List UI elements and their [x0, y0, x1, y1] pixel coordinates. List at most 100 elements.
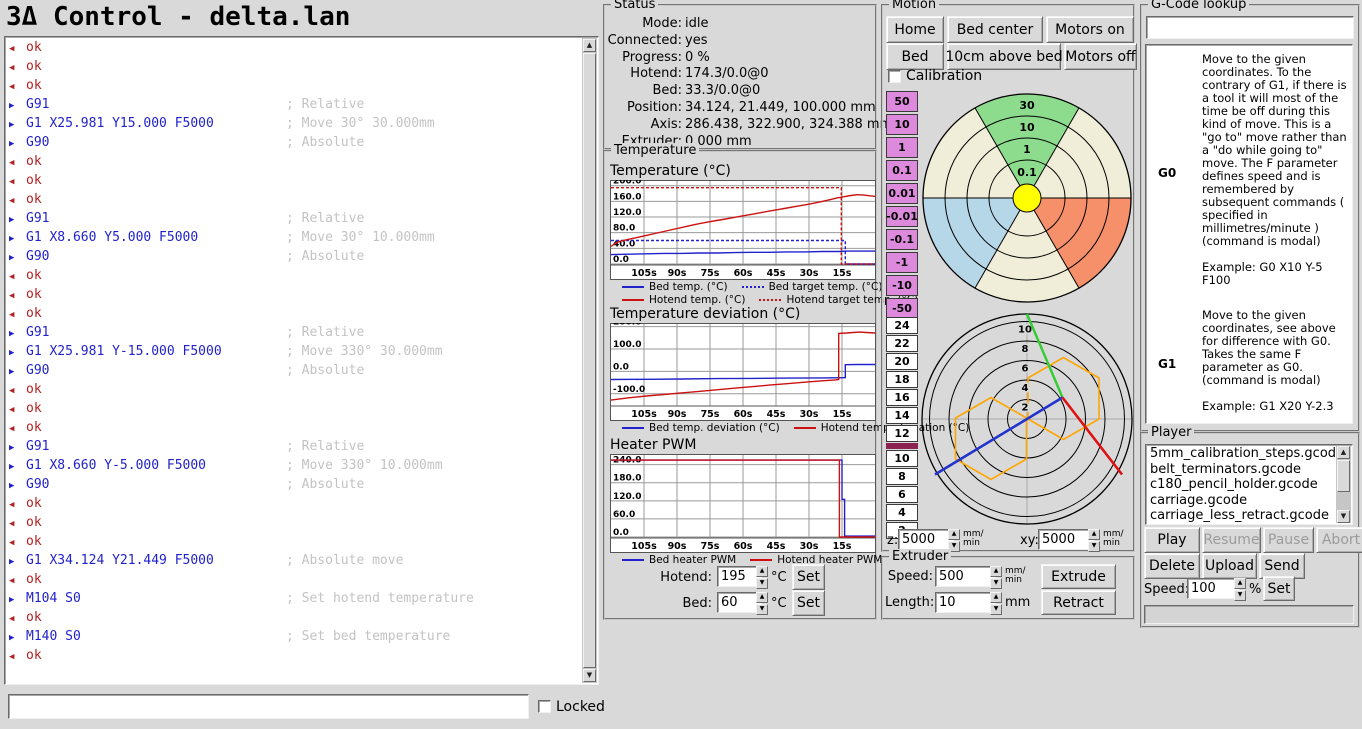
jog-step-button[interactable]: -0.1 [886, 229, 918, 250]
gcode-lookup-row[interactable]: G0Move to the given coordinates. To the … [1146, 45, 1352, 301]
jog-step-button[interactable]: -50 [886, 298, 918, 319]
player-pause-button[interactable]: Pause [1263, 527, 1314, 553]
console-log[interactable]: ◀ok◀ok◀ok▶G91; Relative▶G1 X25.981 Y15.0… [4, 36, 599, 685]
console-line: ▶G90; Absolute [9, 249, 580, 268]
extrude-button[interactable]: Extrude [1041, 564, 1116, 589]
player-play-button[interactable]: Play [1144, 527, 1200, 553]
console-scrollbar-thumb[interactable] [583, 53, 596, 668]
jog-step-button[interactable]: 10 [886, 114, 918, 135]
motion-button-motors-on[interactable]: Motors on [1046, 16, 1134, 43]
z-height-button[interactable]: 16 [886, 389, 918, 406]
locked-checkbox[interactable] [538, 700, 551, 713]
z-height-button[interactable]: 14 [886, 407, 918, 424]
file-item[interactable]: belt_terminators.gcode [1147, 462, 1336, 478]
console-line: ▶M104 S0; Set hotend temperature [9, 591, 580, 610]
jog-step-button[interactable]: -1 [886, 252, 918, 273]
spin-up-icon[interactable]: ▲ [756, 592, 768, 603]
spin-up-icon[interactable]: ▲ [1088, 529, 1100, 540]
file-item[interactable]: 5mm_calibration_steps.gcode [1147, 446, 1336, 462]
spin-down-icon[interactable]: ▼ [756, 604, 768, 615]
calibration-checkbox[interactable] [888, 70, 901, 83]
console-response: ok [26, 59, 42, 74]
player-file-list[interactable]: 5mm_calibration_steps.gcodebelt_terminat… [1145, 444, 1353, 525]
z-feed-input[interactable]: 5000 [898, 529, 954, 550]
jog-step-button[interactable]: -0.01 [886, 206, 918, 227]
jog-wheel-canvas[interactable]: 301010.1 [917, 88, 1137, 308]
player-scroll-up-icon[interactable]: ▲ [1337, 446, 1350, 459]
bed-set-button[interactable]: Set [792, 590, 825, 616]
spin-down-icon[interactable]: ▼ [1088, 541, 1100, 552]
motion-button-10cm-above-bed[interactable]: 10cm above bed [947, 43, 1061, 70]
jog-step-button[interactable]: 1 [886, 137, 918, 158]
spin-up-icon[interactable]: ▲ [948, 529, 960, 540]
motion-button-bed-center[interactable]: Bed center [947, 16, 1043, 43]
motion-button-motors-off[interactable]: Motors off [1064, 43, 1137, 70]
hotend-temp-spinner[interactable]: ▲▼ [756, 566, 768, 589]
spin-down-icon[interactable]: ▼ [1234, 590, 1246, 601]
z-height-button[interactable]: 18 [886, 371, 918, 388]
spin-down-icon[interactable]: ▼ [990, 604, 1002, 615]
console-response: ok [26, 610, 42, 625]
spin-up-icon[interactable]: ▲ [1234, 578, 1246, 589]
player-speed-spinner[interactable]: ▲▼ [1234, 578, 1246, 601]
player-scrollbar-thumb[interactable] [1337, 460, 1350, 492]
player-abort-button[interactable]: Abort [1316, 527, 1362, 553]
player-upload-button[interactable]: Upload [1202, 553, 1257, 579]
jog-step-button[interactable]: 50 [886, 91, 918, 112]
motion-button-bed[interactable]: Bed [886, 43, 944, 70]
extruder-speed-spinner[interactable]: ▲▼ [990, 566, 1002, 589]
bed-temp-spinner[interactable]: ▲▼ [756, 592, 768, 615]
file-item[interactable]: carriage_less_retract.gcode [1147, 508, 1336, 523]
z-height-button[interactable]: 24 [886, 317, 918, 334]
position-wheel-canvas[interactable]: 246810 [917, 309, 1137, 529]
file-item[interactable]: c180_pencil_holder.gcode [1147, 477, 1336, 493]
motion-panel: Motion HomeBed centerMotors on Bed10cm a… [881, 4, 1135, 552]
spin-up-icon[interactable]: ▲ [990, 566, 1002, 577]
player-delete-button[interactable]: Delete [1144, 553, 1200, 579]
legend-line-icon [622, 427, 644, 429]
extruder-speed-input[interactable]: 500 [935, 566, 996, 587]
spin-up-icon[interactable]: ▲ [756, 566, 768, 577]
console-comment: ; Absolute move [286, 553, 403, 568]
extruder-length-spinner[interactable]: ▲▼ [990, 592, 1002, 615]
z-height-button[interactable]: 6 [886, 486, 918, 503]
chart-legend-item: Bed temp. deviation (°C) [622, 422, 780, 434]
player-resume-button[interactable]: Resume [1202, 527, 1261, 553]
gcode-lookup-row[interactable]: G1Move to the given coordinates, see abo… [1146, 301, 1352, 424]
spin-up-icon[interactable]: ▲ [990, 592, 1002, 603]
player-scrollbar[interactable]: ▲ ▼ [1336, 446, 1351, 523]
motion-button-home[interactable]: Home [886, 16, 944, 43]
z-height-button[interactable]: 12 [886, 425, 918, 442]
console-scrollbar[interactable]: ▲ ▼ [582, 38, 597, 683]
player-speed-input[interactable]: 100 [1187, 578, 1240, 599]
player-scroll-down-icon[interactable]: ▼ [1337, 510, 1350, 523]
z-height-button[interactable]: 4 [886, 504, 918, 521]
xy-feed-spinner[interactable]: ▲▼ [1088, 529, 1100, 552]
extruder-length-input[interactable]: 10 [935, 592, 996, 613]
file-item[interactable]: carriage.gcode [1147, 493, 1336, 509]
position-wheel[interactable]: 246810 [917, 309, 1137, 529]
status-value: 34.124, 21.449, 100.000 mm [685, 100, 892, 117]
xy-feed-input[interactable]: 5000 [1038, 529, 1094, 550]
scroll-up-icon[interactable]: ▲ [583, 39, 596, 52]
player-speed-set-button[interactable]: Set [1263, 576, 1295, 601]
spin-down-icon[interactable]: ▼ [990, 578, 1002, 589]
console-line: ◀ok [9, 59, 580, 78]
jog-step-button[interactable]: 0.1 [886, 160, 918, 181]
jog-step-button[interactable]: -10 [886, 275, 918, 296]
z-height-button[interactable]: 10 [886, 450, 918, 467]
z-height-button[interactable]: 20 [886, 353, 918, 370]
gcode-lookup-list[interactable]: G0Move to the given coordinates. To the … [1145, 44, 1353, 424]
jog-wheel[interactable]: 301010.1 [917, 88, 1137, 308]
spin-down-icon[interactable]: ▼ [756, 578, 768, 589]
z-height-button[interactable]: 8 [886, 468, 918, 485]
jog-step-button[interactable]: 0.01 [886, 183, 918, 204]
chart-title: Temperature deviation (°C) [610, 307, 876, 322]
gcode-lookup-input[interactable] [1146, 16, 1354, 39]
extruder-panel: Extruder Speed: 500 ▲▼ mm/min Extrude Le… [881, 556, 1135, 620]
hotend-set-button[interactable]: Set [792, 564, 825, 590]
z-height-button[interactable]: 22 [886, 335, 918, 352]
scroll-down-icon[interactable]: ▼ [583, 669, 596, 682]
command-input[interactable] [8, 694, 529, 719]
retract-button[interactable]: Retract [1041, 590, 1116, 615]
